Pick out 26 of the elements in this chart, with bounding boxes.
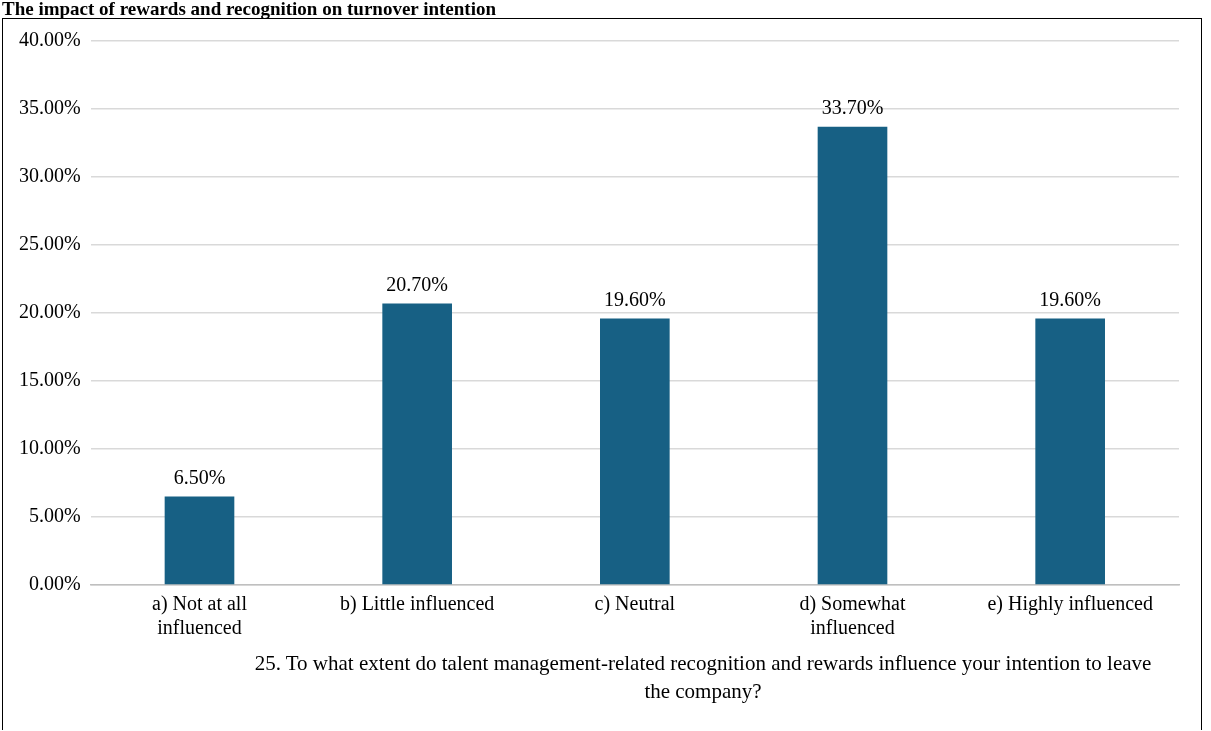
chart-title: The impact of rewards and recognition on turnover intention [1,0,497,19]
bar [164,496,235,585]
bar [1035,318,1105,585]
bar [817,126,888,585]
y-tick-label: 15.00% [18,368,81,391]
y-tick-label: 5.00% [28,504,81,527]
y-tick-label: 0.00% [28,572,81,595]
y-tick-label: 35.00% [18,96,81,119]
y-tick-label: 30.00% [18,164,81,187]
y-tick-label: 20.00% [18,300,81,323]
data-label: 19.60% [1039,287,1101,310]
data-label: 33.70% [821,95,884,118]
y-tick-label: 40.00% [18,28,81,51]
data-label: 20.70% [386,272,448,295]
x-axis-title: 25. To what extent do talent management-related recognition and rewards influence your intention to leave the company? [253,650,1153,705]
bar [600,318,670,585]
x-tick-label: c) Neutral [594,592,676,616]
x-tick-label: d) Somewhat influenced [799,592,906,639]
data-label: 19.60% [603,287,666,310]
data-label: 6.50% [173,465,226,488]
x-tick-label: a) Not at all influenced [152,592,248,639]
y-tick-label: 25.00% [18,232,81,255]
bar [382,303,452,585]
x-tick-label: e) Highly influenced [987,592,1153,616]
y-tick-label: 10.00% [18,436,81,459]
x-tick-label: b) Little influenced [339,592,495,616]
